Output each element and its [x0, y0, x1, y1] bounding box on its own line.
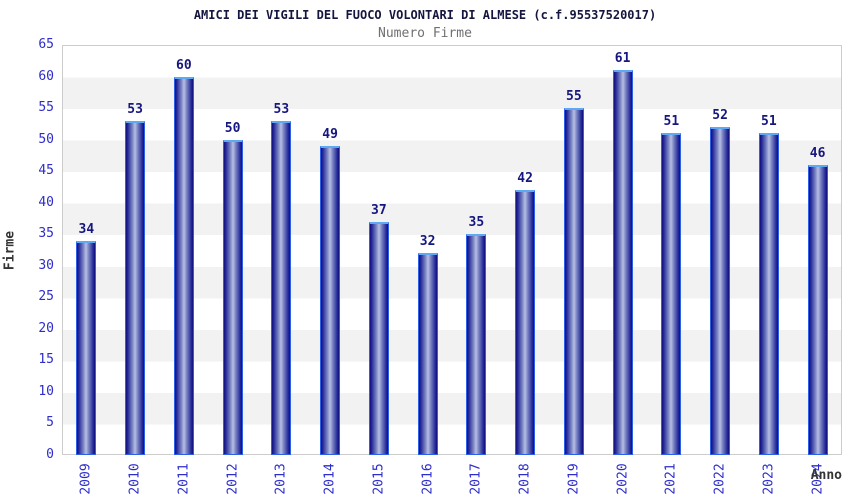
x-tick-label: 2010 — [127, 463, 143, 495]
bar-value-label: 51 — [761, 114, 777, 130]
y-tick-label: 30 — [38, 257, 54, 273]
bar-value-label: 50 — [224, 120, 241, 136]
y-tick-label: 20 — [38, 320, 54, 336]
x-tick-label: 2016 — [420, 463, 436, 495]
bar-2021 — [661, 133, 682, 455]
y-tick-label: 10 — [38, 383, 54, 399]
x-tick-label: 2017 — [468, 463, 484, 495]
bar-2012 — [222, 139, 243, 455]
bar-2020 — [612, 70, 633, 455]
chart-title: AMICI DEI VIGILI DEL FUOCO VOLONTARI DI … — [193, 8, 657, 22]
bar-2022 — [710, 127, 731, 455]
bar-value-label: 52 — [712, 108, 728, 123]
bar-2024 — [807, 164, 828, 455]
x-tick-label: 2021 — [663, 463, 679, 495]
x-tick-label: 2015 — [371, 463, 387, 495]
y-tick-label: 65 — [38, 37, 54, 52]
bar-2010 — [125, 120, 146, 455]
x-tick-label: 2009 — [78, 463, 94, 495]
bar-2009 — [76, 240, 97, 455]
bar-2018 — [515, 190, 536, 455]
bar-2023 — [758, 133, 779, 455]
bar-value-label: 61 — [614, 51, 631, 67]
x-tick-label: 2013 — [273, 463, 289, 495]
bar-value-label: 35 — [468, 215, 485, 231]
y-tick-label: 25 — [38, 289, 54, 305]
bar-2015 — [368, 221, 389, 455]
x-tick-label: 2014 — [322, 463, 338, 495]
y-tick-label: 35 — [38, 226, 54, 242]
bar-value-label: 51 — [663, 114, 680, 130]
bar-value-label: 49 — [322, 126, 338, 142]
x-tick-label: 2022 — [712, 463, 728, 495]
bar-value-label: 42 — [517, 171, 533, 187]
y-tick-label: 60 — [38, 68, 54, 84]
x-tick-label: 2020 — [615, 463, 631, 495]
x-tick-label: 2019 — [566, 463, 582, 495]
bar-value-label: 53 — [127, 101, 143, 117]
bar-2011 — [173, 76, 194, 455]
y-axis-title: Firme — [2, 230, 18, 271]
bar-value-label: 32 — [419, 234, 436, 250]
x-tick-label: 2011 — [176, 463, 192, 495]
y-tick-label: 15 — [38, 352, 54, 368]
x-axis-title: Anno — [810, 468, 842, 483]
bar-2014 — [320, 145, 341, 455]
y-tick-label: 0 — [46, 447, 54, 462]
y-tick-label: 50 — [38, 131, 54, 147]
bar-value-label: 34 — [78, 221, 95, 237]
chart-subtitle: Numero Firme — [378, 26, 472, 41]
bar-2019 — [563, 108, 584, 455]
bar-value-label: 46 — [809, 145, 826, 161]
bar-value-label: 55 — [566, 89, 582, 105]
bar-2017 — [466, 234, 487, 455]
y-tick-label: 45 — [38, 163, 54, 179]
bar-2016 — [417, 253, 438, 455]
bar-2013 — [271, 120, 292, 455]
y-tick-label: 55 — [38, 100, 54, 116]
x-tick-label: 2018 — [517, 463, 533, 495]
y-tick-label: 40 — [38, 194, 54, 210]
bar-value-label: 60 — [176, 57, 192, 73]
y-tick-label: 5 — [46, 415, 54, 431]
x-tick-label: 2023 — [761, 463, 777, 495]
x-tick-label: 2012 — [225, 463, 241, 495]
bar-value-label: 53 — [273, 101, 290, 117]
bar-value-label: 37 — [371, 202, 387, 218]
